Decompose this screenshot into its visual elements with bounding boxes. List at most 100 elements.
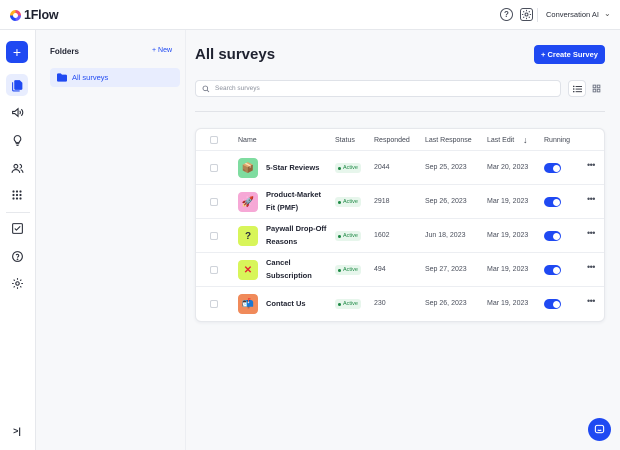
row-checkbox[interactable]	[210, 266, 218, 274]
survey-name[interactable]: Paywall Drop-Off Reasons	[266, 224, 327, 246]
announcements-icon[interactable]	[6, 101, 28, 123]
list-view-button[interactable]	[568, 80, 586, 97]
running-toggle[interactable]	[544, 299, 561, 309]
table-row[interactable]: 📦 5-Star Reviews Active 2044 Sep 25, 202…	[196, 151, 604, 185]
status-badge: Active	[335, 265, 361, 275]
header-running[interactable]: Running	[544, 136, 571, 144]
table-header: Name Status Responded Last Response Last…	[196, 129, 604, 151]
top-divider	[537, 8, 538, 22]
status-dot	[338, 302, 341, 306]
package-icon: 📦	[238, 158, 258, 178]
running-toggle[interactable]	[544, 197, 561, 207]
logo-text: 1Flow	[24, 8, 59, 22]
status-label: Active	[343, 199, 358, 205]
select-all-checkbox[interactable]	[210, 136, 218, 144]
folders-panel: Folders + New All surveys	[36, 30, 186, 450]
row-checkbox[interactable]	[210, 198, 218, 206]
page-title: All surveys	[195, 46, 276, 63]
settings-icon[interactable]	[6, 272, 28, 294]
chevron-down-icon[interactable]: ⌄	[604, 9, 611, 18]
folder-item-all-surveys[interactable]: All surveys	[50, 68, 180, 87]
survey-name[interactable]: Cancel Subscription	[266, 258, 312, 280]
question-icon: ?	[238, 226, 258, 246]
grid-icon	[592, 84, 600, 93]
responded-count: 2918	[374, 198, 390, 205]
row-checkbox[interactable]	[210, 164, 218, 172]
section-divider	[195, 111, 605, 112]
responded-count: 2044	[374, 164, 390, 171]
running-toggle[interactable]	[544, 265, 561, 275]
folders-title: Folders	[50, 47, 79, 56]
help-icon[interactable]	[6, 245, 28, 267]
top-bar: 1Flow ? Conversation AI ⌄	[0, 0, 620, 30]
status-badge: Active	[335, 299, 361, 309]
status-label: Active	[343, 165, 358, 171]
header-responded[interactable]: Responded	[374, 136, 410, 144]
chat-icon	[594, 424, 605, 434]
last-response-date: Jun 18, 2023	[425, 232, 466, 239]
contact-icon: 📬	[238, 294, 258, 314]
survey-name[interactable]: Contact Us	[266, 299, 306, 308]
row-checkbox[interactable]	[210, 300, 218, 308]
status-dot	[338, 234, 341, 238]
table-row[interactable]: 🚀 Product-Market Fit (PMF) Active 2918 S…	[196, 185, 604, 219]
sort-arrow-down-icon[interactable]: ↓	[523, 135, 528, 145]
cross-icon: ✕	[238, 260, 258, 280]
list-icon	[572, 85, 582, 92]
survey-name[interactable]: 5-Star Reviews	[266, 163, 320, 172]
status-dot	[338, 268, 341, 272]
header-name[interactable]: Name	[238, 136, 257, 144]
table-row[interactable]: ✕ Cancel Subscription Active 494 Sep 27,…	[196, 253, 604, 287]
grid-view-button[interactable]	[587, 80, 605, 97]
insights-icon[interactable]	[6, 129, 28, 151]
help-circle-icon[interactable]: ?	[500, 8, 513, 21]
survey-name[interactable]: Product-Market Fit (PMF)	[266, 190, 322, 212]
main-content: All surveys + Create Survey Name Status …	[186, 30, 620, 450]
search-box	[195, 80, 561, 97]
status-badge: Active	[335, 197, 361, 207]
status-label: Active	[343, 301, 358, 307]
folder-icon	[57, 73, 67, 82]
logo-mark-icon	[10, 9, 21, 21]
last-edit-date: Mar 19, 2023	[487, 266, 529, 273]
last-edit-date: Mar 19, 2023	[487, 232, 529, 239]
status-dot	[338, 166, 341, 170]
surveys-icon[interactable]	[6, 74, 28, 96]
table-row[interactable]: 📬 Contact Us Active 230 Sep 26, 2023 Mar…	[196, 287, 604, 321]
apps-icon[interactable]	[6, 184, 28, 206]
row-checkbox[interactable]	[210, 232, 218, 240]
last-response-date: Sep 25, 2023	[425, 164, 467, 171]
add-button[interactable]: +	[6, 41, 28, 63]
header-status[interactable]: Status	[335, 136, 355, 144]
status-label: Active	[343, 267, 358, 273]
create-survey-button[interactable]: + Create Survey	[534, 45, 605, 64]
responded-count: 494	[374, 266, 386, 273]
app-logo[interactable]: 1Flow	[10, 8, 59, 22]
last-edit-date: Mar 19, 2023	[487, 300, 529, 307]
status-label: Active	[343, 233, 358, 239]
more-options-icon[interactable]: •••	[587, 228, 595, 238]
more-options-icon[interactable]: •••	[587, 194, 595, 204]
new-folder-button[interactable]: + New	[152, 47, 173, 54]
gear-icon[interactable]	[520, 8, 533, 21]
collapse-sidebar-icon[interactable]: >|	[13, 426, 21, 436]
more-options-icon[interactable]: •••	[587, 262, 595, 272]
more-options-icon[interactable]: •••	[587, 160, 595, 170]
users-icon[interactable]	[6, 157, 28, 179]
header-last-edit[interactable]: Last Edit	[487, 136, 515, 144]
running-toggle[interactable]	[544, 231, 561, 241]
rocket-icon: 🚀	[238, 192, 258, 212]
more-options-icon[interactable]: •••	[587, 296, 595, 306]
running-toggle[interactable]	[544, 163, 561, 173]
search-input[interactable]	[215, 85, 555, 92]
workspace-name[interactable]: Conversation AI	[546, 10, 599, 19]
chat-support-button[interactable]	[588, 418, 611, 441]
last-edit-date: Mar 19, 2023	[487, 198, 529, 205]
search-icon	[202, 85, 210, 92]
status-dot	[338, 200, 341, 204]
header-last-response[interactable]: Last Response	[425, 136, 472, 144]
tasks-icon[interactable]	[6, 217, 28, 239]
last-response-date: Sep 27, 2023	[425, 266, 467, 273]
responded-count: 230	[374, 300, 386, 307]
table-row[interactable]: ? Paywall Drop-Off Reasons Active 1602 J…	[196, 219, 604, 253]
